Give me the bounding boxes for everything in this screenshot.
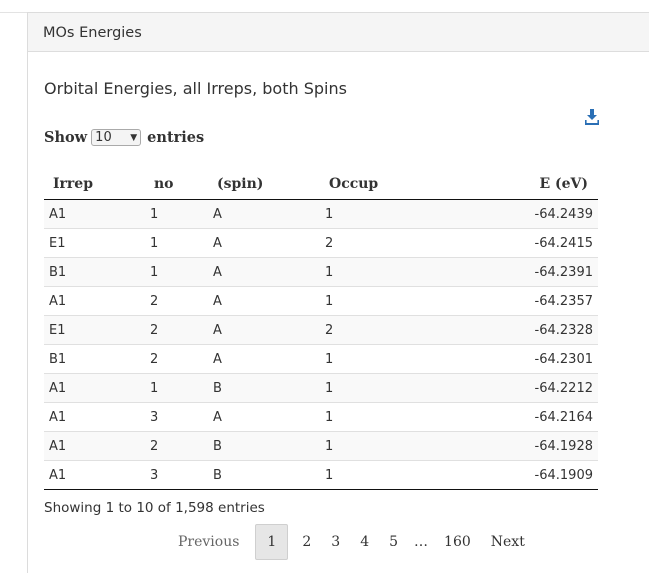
table-header-row: Irrep no (spin) Occup E (eV) bbox=[44, 168, 598, 200]
download-icon[interactable] bbox=[585, 109, 599, 125]
cell-no: 2 bbox=[145, 315, 208, 345]
cell-occup: 1 bbox=[320, 373, 460, 403]
cell-no: 2 bbox=[145, 431, 208, 461]
cell-irrep: A1 bbox=[44, 460, 145, 490]
cell-spin: A bbox=[208, 402, 320, 432]
cell-no: 1 bbox=[145, 199, 208, 229]
cell-spin: A bbox=[208, 315, 320, 345]
pagination: Previous 1 2 3 4 5 … 160 Next bbox=[168, 524, 535, 560]
cell-irrep: A1 bbox=[44, 431, 145, 461]
show-label: Show bbox=[44, 129, 88, 146]
previous-page-button[interactable]: Previous bbox=[178, 534, 240, 550]
cell-occup: 1 bbox=[320, 199, 460, 229]
table-row: B1 1 A 1 -64.2391 bbox=[44, 257, 598, 287]
cell-occup: 1 bbox=[320, 286, 460, 316]
cell-irrep: A1 bbox=[44, 402, 145, 432]
table-row: A1 3 B 1 -64.1909 bbox=[44, 460, 598, 490]
cell-no: 1 bbox=[145, 373, 208, 403]
page-button-last[interactable]: 160 bbox=[444, 534, 471, 550]
cell-spin: A bbox=[208, 228, 320, 258]
column-header-no[interactable]: no bbox=[145, 168, 208, 200]
page-button-4[interactable]: 4 bbox=[360, 534, 370, 550]
entries-select-value: 10 bbox=[95, 130, 112, 145]
cell-occup: 1 bbox=[320, 431, 460, 461]
page-button-2[interactable]: 2 bbox=[302, 534, 312, 550]
page-button-3[interactable]: 3 bbox=[331, 534, 341, 550]
column-header-irrep[interactable]: Irrep bbox=[44, 168, 145, 200]
column-header-occup[interactable]: Occup bbox=[320, 168, 460, 200]
cell-no: 2 bbox=[145, 286, 208, 316]
table-row: A1 1 B 1 -64.2212 bbox=[44, 373, 598, 403]
column-header-spin[interactable]: (spin) bbox=[208, 168, 320, 200]
table-row: A1 2 A 1 -64.2357 bbox=[44, 286, 598, 316]
cell-occup: 1 bbox=[320, 257, 460, 287]
cell-energy: -64.2391 bbox=[460, 257, 598, 287]
column-header-energy[interactable]: E (eV) bbox=[460, 168, 598, 200]
entries-label: entries bbox=[147, 129, 205, 146]
cell-no: 3 bbox=[145, 460, 208, 490]
cell-energy: -64.2439 bbox=[460, 199, 598, 229]
cell-irrep: E1 bbox=[44, 315, 145, 345]
cell-occup: 1 bbox=[320, 402, 460, 432]
next-page-button[interactable]: Next bbox=[490, 534, 525, 550]
table-info: Showing 1 to 10 of 1,598 entries bbox=[44, 500, 265, 516]
cell-irrep: A1 bbox=[44, 286, 145, 316]
cell-occup: 2 bbox=[320, 228, 460, 258]
table-row: E1 1 A 2 -64.2415 bbox=[44, 228, 598, 258]
cell-energy: -64.1909 bbox=[460, 460, 598, 490]
table-row: B1 2 A 1 -64.2301 bbox=[44, 344, 598, 374]
cell-spin: A bbox=[208, 344, 320, 374]
cell-irrep: A1 bbox=[44, 199, 145, 229]
entries-select[interactable]: 10 ▼ bbox=[91, 129, 142, 146]
cell-irrep: E1 bbox=[44, 228, 145, 258]
cell-spin: B bbox=[208, 373, 320, 403]
table-row: E1 2 A 2 -64.2328 bbox=[44, 315, 598, 345]
page-button-5[interactable]: 5 bbox=[389, 534, 399, 550]
page-button-1[interactable]: 1 bbox=[255, 524, 289, 560]
table-row: A1 3 A 1 -64.2164 bbox=[44, 402, 598, 432]
panel-heading: MOs Energies bbox=[28, 13, 649, 52]
cell-spin: B bbox=[208, 460, 320, 490]
cell-spin: A bbox=[208, 257, 320, 287]
cell-no: 1 bbox=[145, 257, 208, 287]
cell-no: 1 bbox=[145, 228, 208, 258]
table-row: A1 2 B 1 -64.1928 bbox=[44, 431, 598, 461]
cell-energy: -64.1928 bbox=[460, 431, 598, 461]
cell-energy: -64.2212 bbox=[460, 373, 598, 403]
section-title: Orbital Energies, all Irreps, both Spins bbox=[44, 79, 347, 98]
cell-occup: 1 bbox=[320, 344, 460, 374]
cell-spin: A bbox=[208, 286, 320, 316]
cell-energy: -64.2415 bbox=[460, 228, 598, 258]
length-menu: Show 10 ▼ entries bbox=[44, 129, 204, 146]
cell-occup: 2 bbox=[320, 315, 460, 345]
table-row: A1 1 A 1 -64.2439 bbox=[44, 199, 598, 229]
cell-energy: -64.2328 bbox=[460, 315, 598, 345]
cell-no: 2 bbox=[145, 344, 208, 374]
cell-occup: 1 bbox=[320, 460, 460, 490]
cell-energy: -64.2301 bbox=[460, 344, 598, 374]
cell-irrep: B1 bbox=[44, 344, 145, 374]
cell-irrep: A1 bbox=[44, 373, 145, 403]
cell-spin: B bbox=[208, 431, 320, 461]
chevron-down-icon: ▼ bbox=[130, 132, 138, 143]
pagination-ellipsis: … bbox=[414, 534, 429, 550]
cell-irrep: B1 bbox=[44, 257, 145, 287]
orbital-energies-table: Irrep no (spin) Occup E (eV) A1 1 A 1 -6… bbox=[44, 168, 598, 490]
cell-energy: -64.2357 bbox=[460, 286, 598, 316]
cell-energy: -64.2164 bbox=[460, 402, 598, 432]
cell-spin: A bbox=[208, 199, 320, 229]
mos-energies-panel: MOs Energies Orbital Energies, all Irrep… bbox=[27, 12, 649, 573]
cell-no: 3 bbox=[145, 402, 208, 432]
